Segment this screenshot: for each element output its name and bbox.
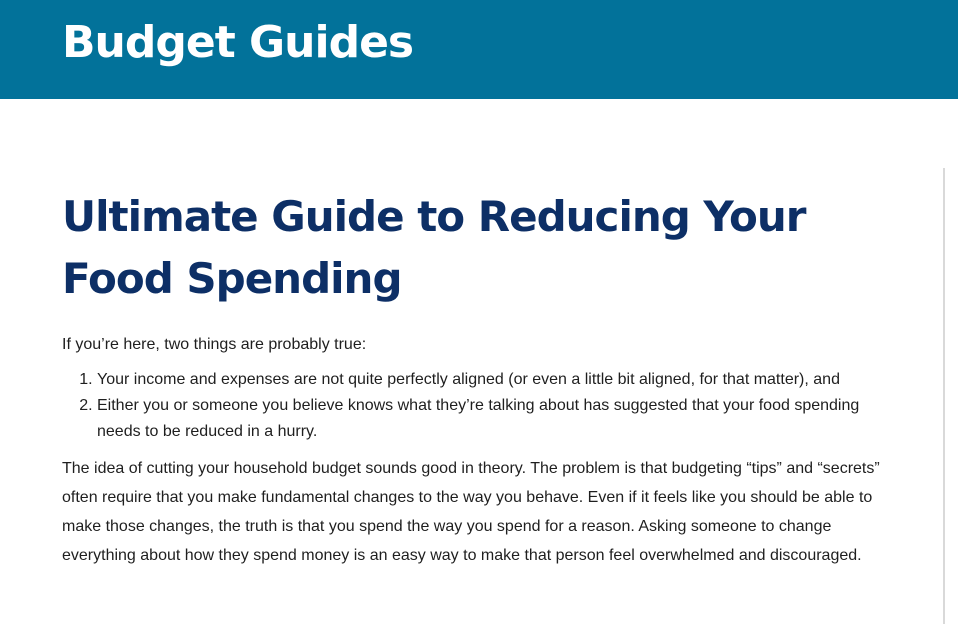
list-item: Either you or someone you believe knows … bbox=[97, 393, 877, 445]
list-item: Your income and expenses are not quite p… bbox=[97, 367, 877, 393]
intro-paragraph: If you’re here, two things are probably … bbox=[62, 336, 367, 353]
article-content: Ultimate Guide to Reducing Your Food Spe… bbox=[62, 186, 910, 570]
site-title: Budget Guides bbox=[62, 17, 414, 68]
body-paragraph: The idea of cutting your household budge… bbox=[62, 460, 880, 564]
probably-true-list: Your income and expenses are not quite p… bbox=[62, 367, 877, 445]
article-title: Ultimate Guide to Reducing Your Food Spe… bbox=[62, 192, 806, 303]
header-banner: Budget Guides bbox=[0, 0, 958, 99]
page-edge-divider bbox=[943, 168, 945, 624]
